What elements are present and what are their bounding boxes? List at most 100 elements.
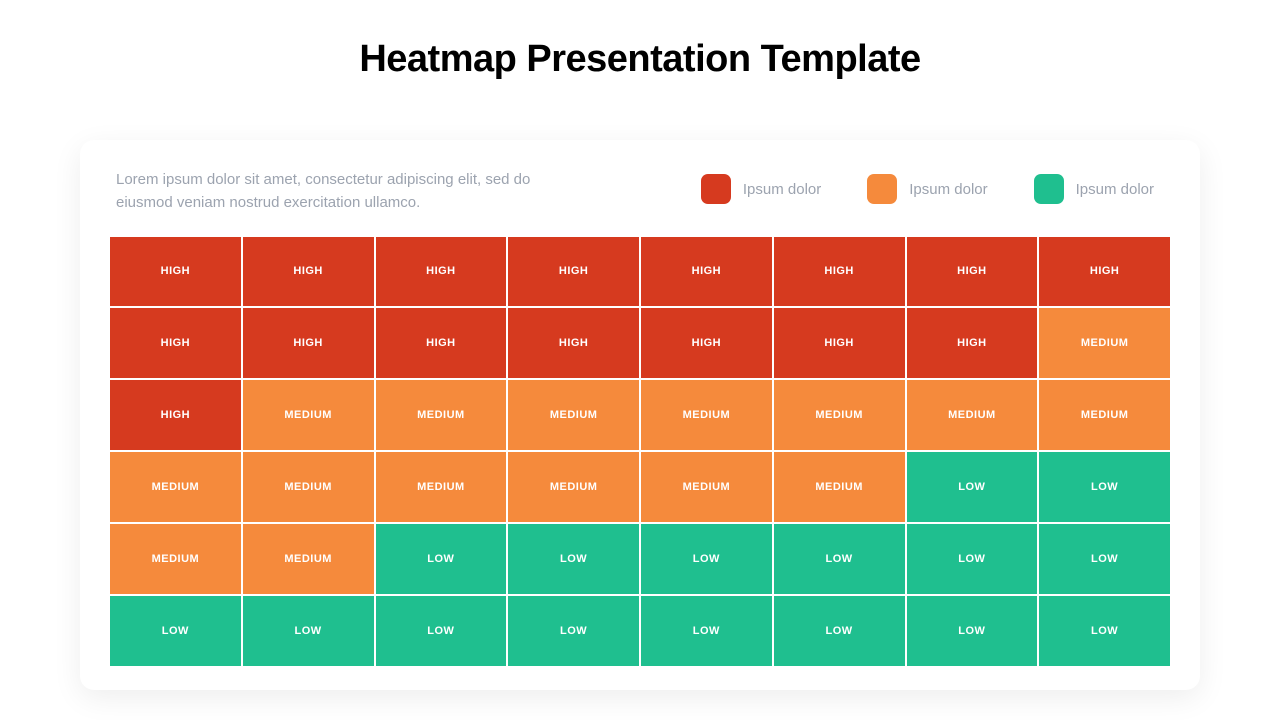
- heatmap-cell-label: HIGH: [161, 409, 191, 421]
- heatmap-cell: LOW: [907, 524, 1038, 594]
- heatmap-cell: MEDIUM: [110, 452, 241, 522]
- heatmap-cell: HIGH: [774, 308, 905, 378]
- heatmap-cell-label: LOW: [162, 625, 189, 637]
- heatmap-cell: HIGH: [508, 237, 639, 307]
- heatmap-cell-label: LOW: [826, 553, 853, 565]
- heatmap-cell: LOW: [508, 524, 639, 594]
- heatmap-cell: LOW: [774, 524, 905, 594]
- heatmap-row: MEDIUM MEDIUM MEDIUM MEDIUM MEDIUM MEDIUM LOW L…: [110, 452, 1170, 522]
- heatmap-cell: LOW: [376, 596, 507, 666]
- heatmap-cell-label: MEDIUM: [815, 481, 863, 493]
- heatmap-cell: MEDIUM: [641, 380, 772, 450]
- heatmap-cell-label: MEDIUM: [1081, 409, 1129, 421]
- heatmap-cell: HIGH: [508, 308, 639, 378]
- heatmap-cell-label: HIGH: [957, 337, 987, 349]
- heatmap-cell-label: MEDIUM: [948, 409, 996, 421]
- heatmap-row: HIGH MEDIUM MEDIUM MEDIUM MEDIUM MEDIUM MEDIUM…: [110, 380, 1170, 450]
- legend-label: Ipsum dolor: [909, 181, 987, 198]
- heatmap-cell: LOW: [907, 452, 1038, 522]
- heatmap-cell: LOW: [376, 524, 507, 594]
- heatmap-cell-label: HIGH: [293, 337, 323, 349]
- page: Heatmap Presentation Template Lorem ipsu…: [0, 0, 1280, 720]
- card-header: Lorem ipsum dolor sit amet, consectetur …: [110, 168, 1170, 215]
- heatmap-cell: MEDIUM: [243, 524, 374, 594]
- legend-swatch: [701, 174, 731, 204]
- page-title: Heatmap Presentation Template: [0, 0, 1280, 81]
- heatmap-cell-label: HIGH: [426, 265, 456, 277]
- heatmap-cell: LOW: [1039, 452, 1170, 522]
- heatmap-cell-label: LOW: [1091, 481, 1118, 493]
- legend-item: Ipsum dolor: [1034, 174, 1154, 204]
- heatmap-row: HIGH HIGH HIGH HIGH HIGH HIGH HIGH MEDIUM: [110, 308, 1170, 378]
- heatmap-cell-label: MEDIUM: [284, 553, 332, 565]
- heatmap-cell-label: MEDIUM: [152, 481, 200, 493]
- heatmap-cell-label: LOW: [1091, 625, 1118, 637]
- legend-item: Ipsum dolor: [701, 174, 821, 204]
- heatmap-cell: MEDIUM: [243, 380, 374, 450]
- heatmap-cell-label: HIGH: [161, 265, 191, 277]
- legend-label: Ipsum dolor: [1076, 181, 1154, 198]
- heatmap-cell-label: HIGH: [293, 265, 323, 277]
- heatmap-cell-label: HIGH: [692, 265, 722, 277]
- heatmap-cell: HIGH: [1039, 237, 1170, 307]
- heatmap-cell: MEDIUM: [243, 452, 374, 522]
- heatmap-cell: HIGH: [243, 308, 374, 378]
- legend-swatch: [867, 174, 897, 204]
- heatmap-row: HIGH HIGH HIGH HIGH HIGH HIGH HIGH HIGH: [110, 237, 1170, 307]
- heatmap-cell-label: MEDIUM: [152, 553, 200, 565]
- heatmap-cell-label: MEDIUM: [417, 409, 465, 421]
- heatmap-cell-label: HIGH: [824, 265, 854, 277]
- heatmap-cell: MEDIUM: [641, 452, 772, 522]
- heatmap-cell-label: HIGH: [692, 337, 722, 349]
- heatmap-cell: MEDIUM: [508, 452, 639, 522]
- heatmap-row: MEDIUM MEDIUM LOW LOW LOW LOW LOW LOW: [110, 524, 1170, 594]
- heatmap-cell: MEDIUM: [907, 380, 1038, 450]
- heatmap-cell: MEDIUM: [508, 380, 639, 450]
- heatmap-cell: LOW: [1039, 596, 1170, 666]
- heatmap-cell-label: LOW: [958, 553, 985, 565]
- heatmap-cell-label: LOW: [958, 481, 985, 493]
- heatmap-cell: HIGH: [907, 237, 1038, 307]
- heatmap-cell: LOW: [1039, 524, 1170, 594]
- heatmap-cell: MEDIUM: [376, 452, 507, 522]
- heatmap-cell: LOW: [508, 596, 639, 666]
- heatmap-cell-label: HIGH: [1090, 265, 1120, 277]
- heatmap-cell-label: HIGH: [161, 337, 191, 349]
- heatmap-cell-label: MEDIUM: [1081, 337, 1129, 349]
- heatmap-cell-label: MEDIUM: [550, 409, 598, 421]
- heatmap-cell: LOW: [641, 524, 772, 594]
- heatmap-cell-label: MEDIUM: [683, 481, 731, 493]
- heatmap-cell-label: HIGH: [426, 337, 456, 349]
- description-text: Lorem ipsum dolor sit amet, consectetur …: [116, 168, 553, 215]
- heatmap-cell-label: HIGH: [957, 265, 987, 277]
- heatmap-cell: LOW: [243, 596, 374, 666]
- heatmap-cell-label: MEDIUM: [284, 409, 332, 421]
- heatmap-cell: MEDIUM: [774, 380, 905, 450]
- heatmap-cell-label: LOW: [826, 625, 853, 637]
- heatmap-cell: HIGH: [376, 308, 507, 378]
- heatmap-card: Lorem ipsum dolor sit amet, consectetur …: [80, 140, 1200, 690]
- heatmap-cell-label: MEDIUM: [683, 409, 731, 421]
- legend: Ipsum dolor Ipsum dolor Ipsum dolor: [583, 168, 1164, 204]
- heatmap-cell: HIGH: [376, 237, 507, 307]
- heatmap-cell-label: LOW: [295, 625, 322, 637]
- heatmap-cell: HIGH: [243, 237, 374, 307]
- heatmap-cell-label: MEDIUM: [550, 481, 598, 493]
- heatmap-cell-label: MEDIUM: [284, 481, 332, 493]
- legend-item: Ipsum dolor: [867, 174, 987, 204]
- heatmap-cell-label: LOW: [560, 553, 587, 565]
- heatmap-cell: HIGH: [907, 308, 1038, 378]
- heatmap-cell-label: LOW: [1091, 553, 1118, 565]
- heatmap-cell: LOW: [774, 596, 905, 666]
- legend-swatch: [1034, 174, 1064, 204]
- heatmap-cell-label: LOW: [427, 553, 454, 565]
- heatmap-cell-label: HIGH: [559, 265, 589, 277]
- heatmap-cell-label: MEDIUM: [417, 481, 465, 493]
- heatmap-cell: HIGH: [110, 380, 241, 450]
- heatmap-cell: MEDIUM: [376, 380, 507, 450]
- heatmap-cell: MEDIUM: [1039, 308, 1170, 378]
- heatmap-cell-label: LOW: [560, 625, 587, 637]
- heatmap-cell: LOW: [641, 596, 772, 666]
- heatmap-cell: LOW: [907, 596, 1038, 666]
- heatmap-row: LOW LOW LOW LOW LOW LOW LOW LOW: [110, 596, 1170, 666]
